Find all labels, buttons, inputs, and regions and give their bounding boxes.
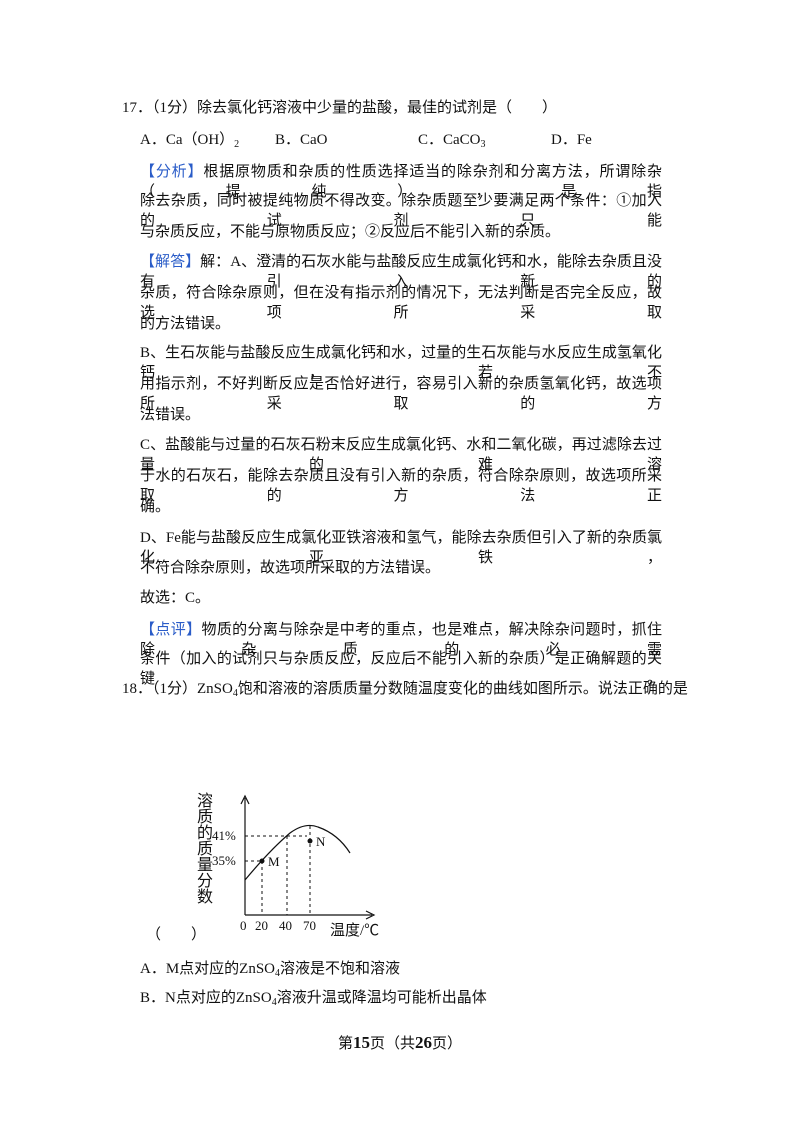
solution-line: 于水的石灰石，能除去杂质且没有引入新的杂质，符合除杂原则，故选项所采取的方法正 [140, 466, 662, 506]
solution-line: B、生石灰能与盐酸反应生成氯化钙和水，过量的生石灰能与水反应生成氢氧化钙，若不 [140, 343, 662, 383]
y-tick-label: 35% [212, 853, 236, 868]
text: 饱和溶液的溶质质量分数随温度变化的曲线如图所示。说法正确的是 [237, 681, 688, 697]
solution-line: 确。 [140, 497, 170, 517]
text: B、生石灰能与盐酸反应生成氯化钙和水，过量的生石灰能与水反应生成氢氧化钙，若不 [140, 345, 662, 381]
text: 杂质，符合除杂原则，但在没有指示剂的情况下，无法判断是否完全反应，故选项所采取 [140, 285, 662, 321]
subscript: 4 [271, 997, 277, 1008]
text: 页） [432, 1036, 463, 1052]
solution-line: 用指示剂，不好判断反应是否恰好进行，容易引入新的杂质氢氧化钙，故选项所采取的方 [140, 374, 662, 414]
subscript: 4 [232, 688, 238, 699]
option: D．Fe [551, 130, 592, 150]
text: 18．（1分）ZnSO [122, 681, 233, 697]
comment-line: 【点评】物质的分离与除杂是中考的重点，也是难点，解决除杂问题时，抓住除杂质的必需 [140, 620, 662, 660]
text: 根据原物质和杂质的性质选择适当的除杂剂和分离方法，所谓除杂（提纯），是指 [140, 164, 662, 200]
subscript: 3 [480, 139, 486, 150]
solution-line: 的方法错误。 [140, 314, 230, 334]
text: 于水的石灰石，能除去杂质且没有引入新的杂质，符合除杂原则，故选项所采取的方法正 [140, 468, 662, 504]
answer-blank: （ ） [146, 925, 206, 945]
text: （ ） [146, 927, 207, 943]
text: 故选：C。 [140, 590, 211, 606]
comment-line: 条件（加入的试剂只与杂质反应，反应后不能引入新的杂质）是正确解题的关键。 [140, 649, 662, 689]
x-axis-label: 温度/℃ [330, 923, 380, 939]
text: 确。 [140, 499, 171, 515]
question-stem: 17．（1分）除去氯化钙溶液中少量的盐酸，最佳的试剂是（ ） [122, 98, 557, 118]
question-stem: 18．（1分）ZnSO4饱和溶液的溶质质量分数随温度变化的曲线如图所示。说法正确… [122, 679, 688, 699]
bold-number: 15 [352, 1033, 370, 1052]
solution-line: 【解答】解：A、澄清的石灰水能与盐酸反应生成氯化钙和水，能除去杂质且没有引入新的 [140, 252, 662, 292]
text: A．M点对应的ZnSO [140, 961, 276, 977]
text: 与杂质反应，不能与原物质反应；②反应后不能引入新的杂质。 [140, 224, 561, 240]
text: 溶液是不饱和溶液 [280, 961, 401, 977]
text: 溶液升温或降温均可能析出晶体 [276, 990, 487, 1006]
solution-line: D、Fe能与盐酸反应生成氯化亚铁溶液和氢气，能除去杂质但引入了新的杂质氯化亚铁， [140, 528, 662, 568]
analysis-line: 与杂质反应，不能与原物质反应；②反应后不能引入新的杂质。 [140, 222, 560, 242]
analysis-line: 除去杂质，同时被提纯物质不得改变。除杂质题至少要满足两个条件：①加入的试剂只能 [140, 191, 662, 231]
point-label: N [316, 834, 326, 849]
solution-line: 故选：C。 [140, 588, 210, 608]
section-tag: 【点评】 [140, 622, 202, 638]
solution-line: 杂质，符合除杂原则，但在没有指示剂的情况下，无法判断是否完全反应，故选项所采取 [140, 283, 662, 323]
text: C．CaCO [418, 132, 481, 148]
text: 不符合除杂原则，故选项所采取的方法错误。 [140, 560, 441, 576]
text: 页（共 [369, 1036, 415, 1052]
text: D、Fe能与盐酸反应生成氯化亚铁溶液和氢气，能除去杂质但引入了新的杂质氯化亚铁， [140, 530, 662, 566]
option: B．N点对应的ZnSO4溶液升温或降温均可能析出晶体 [140, 988, 487, 1008]
solution-line: C、盐酸能与过量的石灰石粉末反应生成氯化钙、水和二氧化碳，再过滤除去过量的难溶 [140, 435, 662, 475]
curve [244, 824, 351, 881]
page-footer: 第15页（共26页） [0, 1033, 800, 1054]
text: C、盐酸能与过量的石灰石粉末反应生成氯化钙、水和二氧化碳，再过滤除去过量的难溶 [140, 437, 662, 473]
subscript: 4 [275, 968, 281, 979]
solution-line: 法错误。 [140, 405, 200, 425]
text: 第 [337, 1036, 353, 1052]
text: 用指示剂，不好判断反应是否恰好进行，容易引入新的杂质氢氧化钙，故选项所采取的方 [140, 376, 662, 412]
point-m [259, 858, 265, 864]
y-arrow [240, 794, 250, 805]
x-tick-label: 20 [255, 918, 268, 933]
subscript: 2 [234, 139, 240, 150]
analysis-line: 【分析】根据原物质和杂质的性质选择适当的除杂剂和分离方法，所谓除杂（提纯），是指 [140, 162, 662, 202]
y-axis-label: 溶质的质量分数 [197, 793, 214, 906]
x-tick-label: 70 [303, 918, 316, 933]
text: 的方法错误。 [140, 316, 231, 332]
text: 解：A、澄清的石灰水能与盐酸反应生成氯化钙和水，能除去杂质且没有引入新的 [140, 254, 662, 290]
option: B．CaO [275, 130, 328, 150]
y-tick-label: 41% [212, 828, 236, 843]
text: 条件（加入的试剂只与杂质反应，反应后不能引入新的杂质）是正确解题的关键。 [140, 651, 662, 687]
text: B．CaO [275, 132, 328, 148]
x-arrow [365, 910, 376, 920]
text: B．N点对应的ZnSO [140, 990, 272, 1006]
option: A．M点对应的ZnSO4溶液是不饱和溶液 [140, 959, 400, 979]
text: 除去杂质，同时被提纯物质不得改变。除杂质题至少要满足两个条件：①加入的试剂只能 [140, 193, 662, 229]
x-tick-label: 40 [279, 918, 292, 933]
section-tag: 【解答】 [140, 254, 201, 270]
text: A．Ca（OH） [140, 132, 235, 148]
text: D．Fe [551, 132, 592, 148]
section-tag: 【分析】 [140, 164, 204, 180]
text: 物质的分离与除杂是中考的重点，也是难点，解决除杂问题时，抓住除杂质的必需 [140, 622, 662, 658]
text: 17．（1分）除去氯化钙溶液中少量的盐酸，最佳的试剂是（ ） [122, 100, 558, 116]
option: A．Ca（OH）2 [140, 130, 239, 150]
option: C．CaCO3 [418, 130, 486, 150]
point-label: M [268, 854, 280, 869]
text: 法错误。 [140, 407, 201, 423]
x-tick-label: 0 [240, 918, 247, 933]
solution-line: 不符合除杂原则，故选项所采取的方法错误。 [140, 558, 440, 578]
bold-number: 26 [415, 1033, 432, 1052]
point-n [307, 838, 313, 844]
